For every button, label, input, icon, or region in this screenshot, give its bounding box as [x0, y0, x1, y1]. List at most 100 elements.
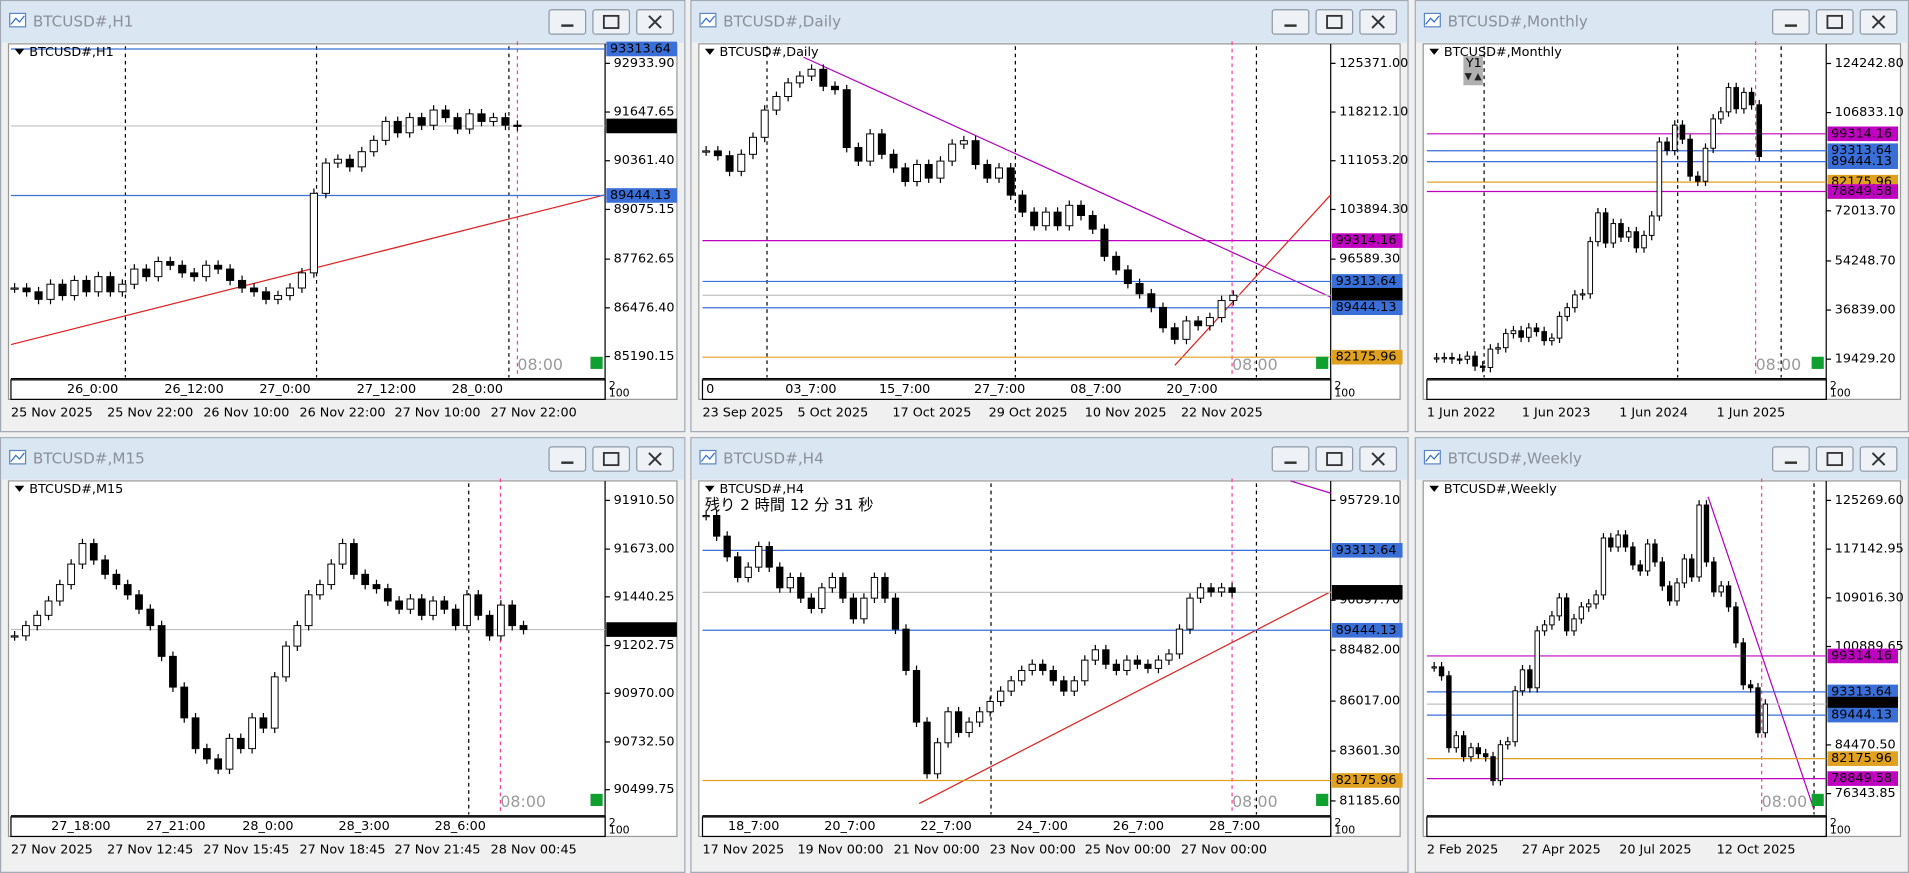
y-tick-label: 81185.60	[1339, 793, 1400, 808]
candle-body	[1703, 504, 1710, 563]
candle-body	[1505, 741, 1511, 746]
y-tick-label: 125269.60	[1835, 493, 1904, 508]
candle-body	[441, 109, 450, 119]
time-label: 0	[706, 382, 714, 397]
candle-body	[1578, 606, 1585, 620]
maximize-button[interactable]	[592, 9, 631, 35]
close-button[interactable]	[636, 446, 674, 472]
candle-body	[1747, 684, 1754, 689]
candle-body	[1518, 330, 1524, 338]
trend-line	[1707, 496, 1815, 810]
close-button[interactable]	[1859, 446, 1898, 472]
candle-body	[1483, 753, 1489, 758]
candle-body	[372, 584, 381, 590]
y-tick-label: 83601.30	[1339, 744, 1400, 759]
time-label: 26_7:00	[1113, 819, 1164, 834]
candle-body	[1748, 91, 1755, 106]
minimize-button[interactable]	[1271, 446, 1310, 472]
date-label: 2 Feb 2025	[1427, 842, 1498, 857]
candle-body	[702, 514, 710, 518]
price-label-box	[1827, 707, 1899, 723]
minimize-button[interactable]	[1772, 446, 1810, 472]
candle-body	[1556, 597, 1562, 617]
candle-body	[333, 158, 342, 164]
candle-body	[924, 164, 933, 179]
y-tick-label: 103894.30	[1339, 202, 1408, 217]
time-strip	[10, 816, 606, 838]
price-label: 93313.64	[1336, 274, 1397, 289]
candle-body	[259, 717, 268, 729]
candle-body	[1464, 355, 1471, 360]
maximize-button[interactable]	[1815, 9, 1854, 35]
y-tick-label: 96589.30	[1339, 252, 1400, 267]
minimize-button[interactable]	[548, 9, 587, 35]
candle-body	[734, 556, 742, 578]
candle-body	[1053, 211, 1062, 227]
price-label: 93313.64	[1336, 543, 1397, 558]
candle-body	[776, 566, 784, 589]
maximize-button[interactable]	[1315, 446, 1354, 472]
time-label: 28_0:00	[242, 819, 293, 834]
price-label-box	[606, 41, 677, 57]
maximize-glyph	[1326, 14, 1343, 29]
candle-body	[405, 117, 414, 134]
candle-body	[1648, 215, 1655, 236]
date-label: 5 Oct 2025	[797, 405, 868, 420]
minimize-button-box	[1271, 9, 1310, 35]
candle-body	[959, 140, 968, 145]
candle-body	[214, 758, 223, 770]
candle-body	[190, 272, 199, 278]
candle-body	[1618, 223, 1624, 238]
time-label: 20_7:00	[824, 819, 875, 834]
price-label: 91280.60	[1336, 585, 1397, 600]
candle-body	[1077, 204, 1086, 217]
clock-label: 08:00	[1232, 355, 1278, 374]
candle-body	[1487, 348, 1494, 368]
price-label: 89444.13	[1336, 623, 1397, 638]
time-label: 08_7:00	[1070, 382, 1121, 397]
date-label: 1 Jun 2023	[1522, 405, 1591, 420]
close-button[interactable]	[1359, 446, 1398, 472]
candle-body	[912, 669, 921, 723]
candle-body	[1549, 337, 1555, 342]
candle-body	[1687, 138, 1693, 177]
date-label: 10 Nov 2025	[1085, 405, 1167, 420]
minimize-button[interactable]	[1271, 9, 1310, 35]
candle-body	[10, 287, 19, 290]
minimize-button[interactable]	[548, 446, 587, 472]
candle-body	[1644, 543, 1651, 572]
candle-body	[795, 75, 804, 84]
chart-window: BTCUSD#,H495729.1090897.7088482.0086017.…	[690, 437, 1409, 873]
candle-body	[1679, 124, 1686, 140]
candle-body	[1030, 211, 1039, 227]
candle-body	[1468, 747, 1474, 758]
candle-body	[508, 604, 517, 627]
close-button[interactable]	[636, 9, 674, 35]
close-button[interactable]	[1859, 9, 1898, 35]
candle-body	[723, 535, 731, 558]
trend-line	[1290, 480, 1331, 494]
date-label: 26 Nov 10:00	[203, 405, 289, 420]
candle-body	[1207, 587, 1215, 593]
candle-body	[1028, 663, 1036, 671]
time-label: 28_3:00	[338, 819, 389, 834]
y-tick-label: 118212.10	[1339, 105, 1408, 120]
minimize-button[interactable]	[1772, 9, 1810, 35]
minimize-button-box	[548, 446, 587, 472]
price-label: 89444.13	[610, 188, 671, 203]
close-button[interactable]	[1359, 9, 1398, 35]
y-tick-label: 117142.95	[1835, 542, 1904, 557]
maximize-button[interactable]	[1315, 9, 1354, 35]
price-label: 89444.13	[1831, 708, 1892, 723]
y-tick-label: 124242.80	[1835, 56, 1904, 71]
candle-body	[236, 737, 245, 750]
status-indicator	[1811, 356, 1824, 369]
maximize-button[interactable]	[592, 446, 631, 472]
maximize-button[interactable]	[1815, 446, 1854, 472]
trend-line	[803, 56, 1331, 298]
candle-body	[1625, 231, 1632, 238]
y-tick-label: 86017.00	[1339, 694, 1400, 709]
candle-body	[1718, 585, 1724, 593]
candle-body	[1572, 294, 1578, 309]
symbol-menu-glyph	[14, 485, 25, 492]
